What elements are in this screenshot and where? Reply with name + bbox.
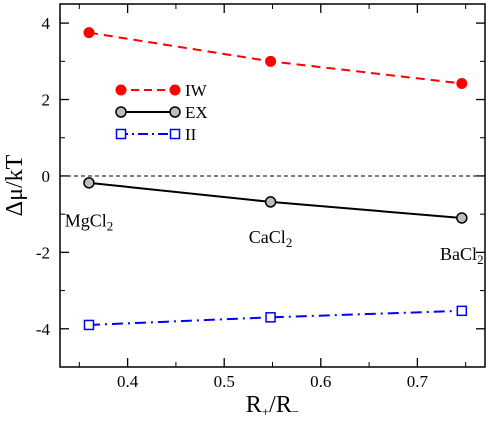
legend-marker-ii <box>115 128 127 140</box>
data-point-ii <box>456 305 468 317</box>
x-axis-title-sub2: − <box>292 404 299 419</box>
series-layer <box>83 27 468 331</box>
y-tick-label: 2 <box>42 91 51 110</box>
data-point-ex <box>456 212 468 224</box>
x-tick-label: 0.7 <box>407 372 429 391</box>
legend-marker-ii <box>169 128 181 140</box>
y-axis-title: Δμ/kT <box>2 154 28 216</box>
data-point-ex <box>264 196 277 208</box>
axes: 0.4 0.5 0.6 0.7 -4 -2 0 2 4 <box>36 3 486 391</box>
series-line-ii <box>88 309 462 326</box>
compound-label-subscript: 2 <box>286 235 293 250</box>
compound-label-base: CaCl <box>249 227 286 247</box>
x-tick-label: 0.5 <box>214 372 235 391</box>
legend-marker-iw <box>115 84 127 96</box>
compound-label-base: MgCl <box>65 210 107 230</box>
legend-label-iw: IW <box>185 81 208 100</box>
data-point-ex <box>83 177 95 189</box>
y-tick-label: -4 <box>36 320 51 339</box>
y-tick-label: -2 <box>36 243 50 262</box>
legend-marker-ex <box>169 106 181 118</box>
legend: IW EX II <box>115 81 208 144</box>
legend-label-ex: EX <box>185 103 208 122</box>
x-axis-title-r1: R <box>246 392 262 418</box>
x-axis-title-r2: /R <box>269 392 292 418</box>
legend-marker-ex <box>115 106 127 118</box>
data-point-ii <box>83 319 95 331</box>
compound-label: BaCl2 <box>440 244 484 267</box>
y-tick-label: 4 <box>42 14 51 33</box>
compound-label: MgCl2 <box>65 210 114 233</box>
x-axis-title-sub1: + <box>262 404 269 419</box>
y-tick-label: 0 <box>42 167 51 186</box>
data-point-iw <box>83 27 95 39</box>
legend-label-ii: II <box>185 125 197 144</box>
x-tick-label: 0.6 <box>310 372 331 391</box>
compound-label-subscript: 2 <box>477 252 484 267</box>
x-tick-label: 0.4 <box>117 372 139 391</box>
data-point-iw <box>265 55 277 67</box>
x-axis-title: R+/R− <box>246 392 299 419</box>
compound-label-subscript: 2 <box>107 218 114 233</box>
legend-marker-iw <box>169 84 181 96</box>
data-point-ii <box>265 312 276 323</box>
compound-label-base: BaCl <box>440 244 477 264</box>
data-point-iw <box>456 77 468 89</box>
series-line-iw <box>88 31 462 85</box>
compound-label: CaCl2 <box>249 227 293 250</box>
